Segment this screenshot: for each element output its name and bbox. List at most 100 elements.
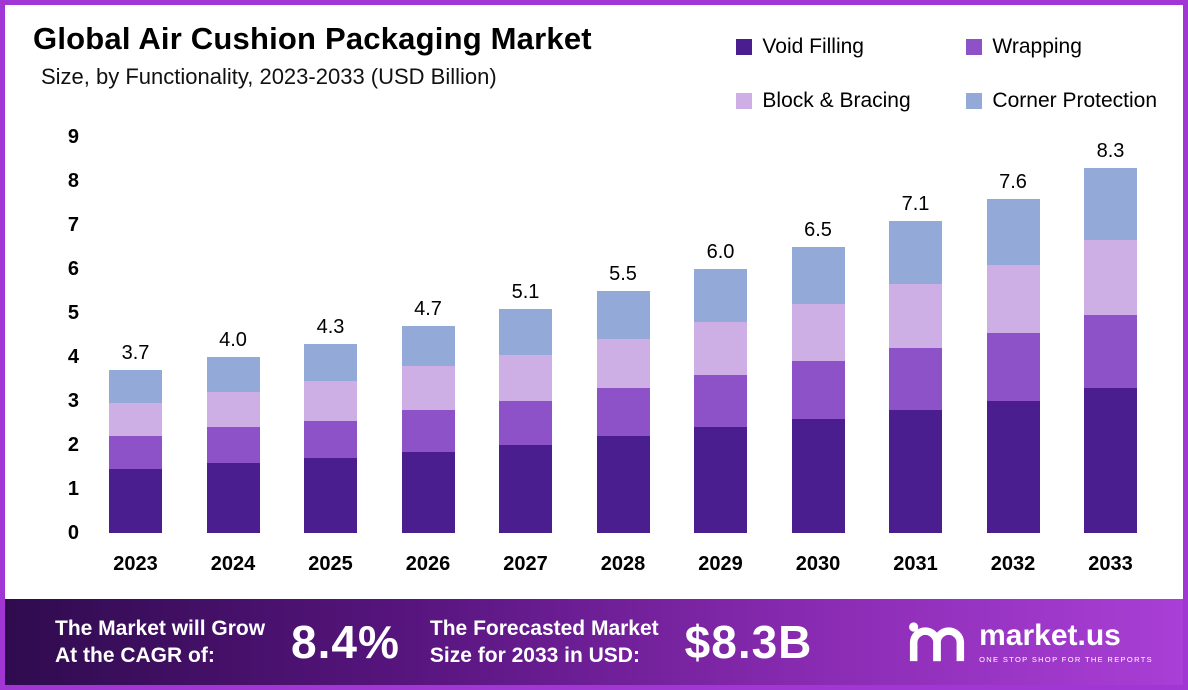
bar-segment-block-bracing [694, 321, 747, 375]
bar-segment-corner-protection [596, 291, 650, 340]
bar-stack [694, 269, 747, 533]
bar-segment-wrapping [206, 427, 260, 463]
bar-segment-wrapping [499, 401, 552, 445]
legend-item-void-filling: Void Filling [736, 35, 966, 59]
bar-total-label: 6.0 [706, 241, 735, 264]
y-tick-label: 3 [67, 390, 79, 412]
bar-segment-wrapping [304, 420, 357, 459]
y-tick-label: 5 [67, 302, 79, 324]
chart-title: Global Air Cushion Packaging Market [33, 21, 592, 56]
forecast-value: $8.3B [684, 616, 813, 668]
bar-segment-block-bracing [986, 264, 1040, 333]
bar-group-2023: 3.7 2023 [109, 137, 162, 575]
y-tick-label: 6 [67, 258, 79, 280]
bar-segment-block-bracing [1084, 240, 1137, 316]
bar-segment-void-filling [986, 401, 1040, 533]
legend-label: Wrapping [992, 35, 1082, 58]
bar-total-label: 4.0 [219, 329, 247, 352]
chart-header: Global Air Cushion Packaging Market Size… [5, 5, 1183, 117]
y-tick-label: 7 [67, 214, 79, 236]
legend-item-block-bracing: Block & Bracing [736, 89, 966, 113]
y-tick-label: 2 [67, 434, 79, 456]
y-tick-label: 8 [67, 170, 79, 192]
bar-segment-corner-protection [694, 269, 747, 322]
bar-segment-corner-protection [499, 308, 552, 355]
bar-total-label: 7.1 [901, 192, 930, 215]
bar-stack [986, 198, 1040, 533]
bar-segment-void-filling [889, 409, 942, 533]
forecast-label: The Forecasted Market Size for 2033 in U… [430, 615, 659, 670]
bar-segment-void-filling [109, 469, 162, 533]
banner: The Market will Grow At the CAGR of: 8.4… [5, 599, 1183, 685]
chart-subtitle: Size, by Functionality, 2023-2033 (USD B… [41, 63, 497, 89]
bar-stack [1084, 167, 1137, 533]
bar-stack [499, 308, 552, 533]
bar-segment-wrapping [694, 374, 747, 428]
bar-group-2024: 4.0 2024 [206, 137, 260, 575]
legend-label: Corner Protection [992, 89, 1157, 112]
chart-area: 0 1 2 3 4 5 6 7 8 9 3.7 2023 4.0 2024 4.3 2025 4.7 2026 5… [39, 127, 1147, 575]
y-tick-label: 4 [67, 346, 79, 368]
bar-stack [791, 247, 845, 533]
bar-segment-block-bracing [889, 284, 942, 349]
y-tick-label: 0 [67, 522, 79, 544]
bar-total-label: 3.7 [121, 342, 150, 365]
bar-group-2028: 5.5 2028 [596, 137, 650, 575]
bar-segment-corner-protection [109, 370, 162, 404]
cagr-label-line1: The Market will Grow [55, 616, 266, 640]
bar-segment-wrapping [401, 409, 455, 452]
bar-segment-corner-protection [304, 343, 357, 382]
bar-segment-block-bracing [109, 403, 162, 437]
bar-group-2027: 5.1 2027 [499, 137, 552, 575]
legend-swatch [966, 39, 983, 55]
bar-segment-void-filling [304, 458, 357, 533]
bar-segment-corner-protection [206, 357, 260, 393]
bar-group-2030: 6.5 2030 [791, 137, 845, 575]
cagr-value: 8.4% [291, 616, 400, 668]
bar-segment-void-filling [596, 436, 650, 533]
x-tick-label: 2026 [405, 553, 451, 575]
bar-segment-wrapping [109, 436, 162, 470]
titles: Global Air Cushion Packaging Market Size… [33, 21, 592, 117]
bar-group-2031: 7.1 2031 [889, 137, 942, 575]
bar-segment-block-bracing [596, 339, 650, 388]
bar-segment-wrapping [1084, 315, 1137, 388]
x-tick-label: 2023 [113, 553, 158, 575]
x-tick-label: 2031 [893, 553, 938, 575]
bar-group-2029: 6.0 2029 [694, 137, 747, 575]
bar-group-2032: 7.6 2032 [986, 137, 1040, 575]
bar-segment-void-filling [1084, 387, 1137, 533]
x-tick-label: 2024 [210, 553, 256, 575]
bar-segment-void-filling [694, 427, 747, 533]
legend-label: Block & Bracing [762, 89, 911, 112]
bar-segment-block-bracing [304, 381, 357, 421]
legend: Void Filling Wrapping Block & Bracing Corne… [736, 35, 1157, 117]
forecast-label-line2: Size for 2033 in USD: [429, 644, 640, 667]
x-tick-label: 2032 [990, 553, 1036, 575]
forecast-label-line1: The Forecasted Market [429, 616, 659, 640]
bar-stack [596, 291, 650, 533]
bar-segment-block-bracing [499, 354, 552, 401]
brand-text: market.us ONE STOP SHOP FOR THE REPORTS [979, 620, 1153, 664]
plot: 3.7 2023 4.0 2024 4.3 2025 4.7 2026 5.1 2027 5.5 20… [103, 137, 1143, 575]
bar-segment-wrapping [986, 332, 1040, 401]
bar-total-label: 7.6 [999, 170, 1027, 193]
bar-total-label: 5.5 [609, 263, 637, 286]
x-tick-label: 2028 [600, 553, 646, 575]
cagr-label-line2: At the CAGR of: [55, 644, 215, 667]
bar-group-2025: 4.3 2025 [304, 137, 357, 575]
bar-segment-wrapping [596, 387, 650, 437]
bar-segment-void-filling [401, 451, 455, 533]
bar-segment-wrapping [889, 348, 942, 410]
bar-total-label: 4.3 [316, 315, 345, 338]
bar-segment-block-bracing [791, 304, 845, 362]
bars: 3.7 2023 4.0 2024 4.3 2025 4.7 2026 5.1 2027 5.5 20… [103, 137, 1143, 575]
bar-total-label: 4.7 [414, 298, 442, 321]
y-tick-label: 9 [67, 126, 79, 148]
bar-segment-block-bracing [206, 392, 260, 428]
bar-stack [206, 357, 260, 533]
bar-segment-corner-protection [986, 198, 1040, 265]
x-tick-label: 2030 [795, 553, 841, 575]
bar-segment-void-filling [499, 445, 552, 533]
